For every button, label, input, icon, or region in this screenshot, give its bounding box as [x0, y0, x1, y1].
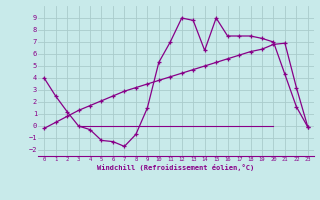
X-axis label: Windchill (Refroidissement éolien,°C): Windchill (Refroidissement éolien,°C)	[97, 164, 255, 171]
